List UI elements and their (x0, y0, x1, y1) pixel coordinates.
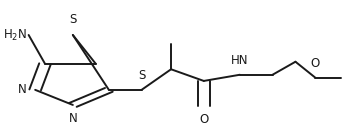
Text: HN: HN (231, 54, 248, 67)
Text: S: S (138, 69, 145, 82)
Text: S: S (69, 13, 77, 26)
Text: N: N (68, 112, 77, 126)
Text: O: O (199, 113, 208, 126)
Text: O: O (310, 57, 320, 70)
Text: N: N (18, 83, 27, 96)
Text: H$_2$N: H$_2$N (3, 27, 27, 43)
